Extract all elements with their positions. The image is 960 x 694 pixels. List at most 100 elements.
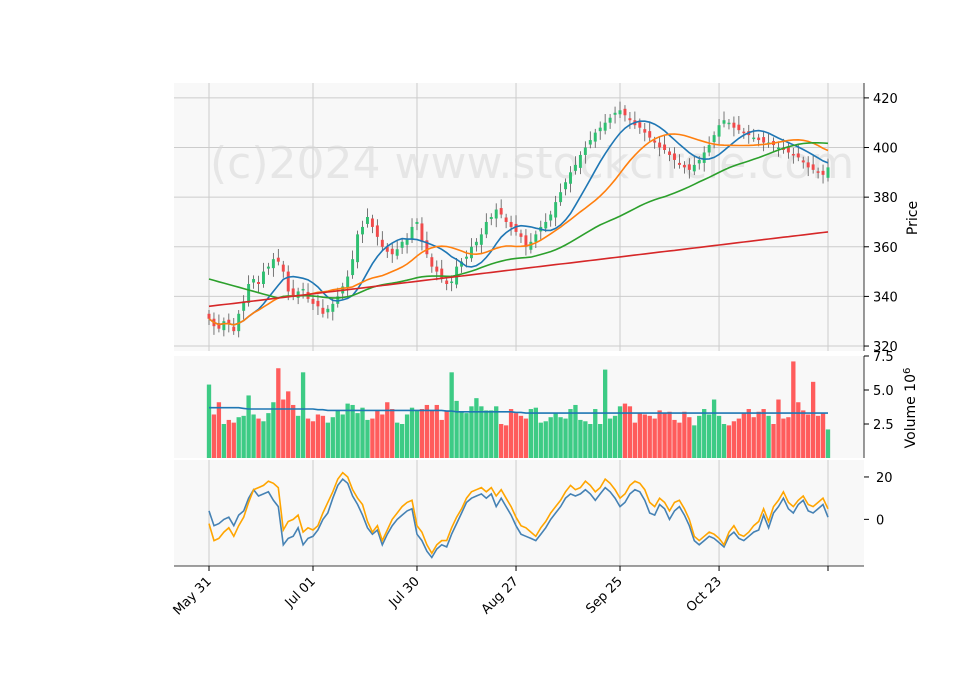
volume-bar-116 xyxy=(781,418,786,458)
candle-body-78 xyxy=(593,132,597,142)
ma50-line xyxy=(208,142,829,299)
candle-body-105 xyxy=(727,122,731,125)
volume-bar-91 xyxy=(657,410,662,458)
volume-bar-62 xyxy=(513,413,519,458)
candle-body-69 xyxy=(549,214,553,221)
volume-bar-22 xyxy=(315,414,321,458)
candle-body-119 xyxy=(796,153,800,158)
candle-body-121 xyxy=(806,162,810,168)
osc-ytick-label-0: 0 xyxy=(876,513,884,528)
volume-bar-101 xyxy=(706,414,712,458)
candle-body-125 xyxy=(826,167,830,178)
candle-body-80 xyxy=(603,122,607,131)
volume-bar-103 xyxy=(716,415,722,458)
ma10-line xyxy=(208,120,829,326)
volume-bar-111 xyxy=(756,411,761,458)
volume-bar-63 xyxy=(518,415,524,458)
candle-body-62 xyxy=(514,223,518,232)
volume-bar-98 xyxy=(692,425,697,458)
volume-bar-87 xyxy=(637,413,642,458)
candle-body-83 xyxy=(618,110,622,115)
candle-body-75 xyxy=(578,154,582,168)
volume-bar-83 xyxy=(617,406,623,458)
volume-bar-27 xyxy=(340,414,345,458)
volume-bar-1 xyxy=(211,414,217,458)
candle-body-21 xyxy=(311,298,315,304)
volume-bar-58 xyxy=(494,406,499,458)
candle-body-73 xyxy=(569,172,572,184)
volume-bar-71 xyxy=(558,417,563,458)
candle-body-4 xyxy=(227,319,231,324)
volume-bar-113 xyxy=(766,415,771,458)
candle-body-47 xyxy=(440,268,444,280)
candle-body-2 xyxy=(217,323,221,329)
candle-body-57 xyxy=(489,217,493,219)
candle-body-66 xyxy=(534,234,538,242)
volume-bar-121 xyxy=(806,414,811,458)
candle-body-93 xyxy=(668,151,672,155)
volume-bar-36 xyxy=(385,402,390,458)
candle-body-9 xyxy=(252,279,256,283)
volume-bar-4 xyxy=(226,419,231,458)
volume-bar-86 xyxy=(632,422,638,458)
volume-bar-115 xyxy=(776,399,781,458)
volume-bar-59 xyxy=(499,424,504,458)
volume-bar-54 xyxy=(474,398,479,458)
volume-bar-66 xyxy=(533,407,538,458)
volume-bar-85 xyxy=(627,406,633,458)
candle-body-98 xyxy=(692,164,696,172)
watermark: (c)2024 www.stockcircle.com xyxy=(210,138,854,189)
candle-body-118 xyxy=(791,153,795,156)
volume-bar-18 xyxy=(295,415,301,458)
candle-body-64 xyxy=(524,235,528,247)
candle-body-32 xyxy=(365,217,369,224)
volume-bar-31 xyxy=(360,407,365,458)
volume-bar-106 xyxy=(731,421,737,458)
volume-bar-38 xyxy=(395,422,400,458)
candle-body-77 xyxy=(588,140,592,145)
candle-body-72 xyxy=(564,182,568,190)
volume-bar-100 xyxy=(702,409,707,458)
candle-body-96 xyxy=(682,164,686,168)
candle-body-36 xyxy=(385,246,389,252)
volume-bar-50 xyxy=(454,400,459,458)
volume-bar-11 xyxy=(261,421,266,458)
volume-bar-23 xyxy=(320,415,326,458)
candle-body-34 xyxy=(375,225,379,237)
volume-bar-28 xyxy=(345,403,350,458)
volume-bar-46 xyxy=(434,404,439,458)
volume-bar-52 xyxy=(464,413,469,458)
volume-bar-95 xyxy=(677,422,682,458)
xtick-label-5: Oct 23 xyxy=(684,574,725,615)
candle-body-104 xyxy=(722,120,726,124)
candle-body-40 xyxy=(405,239,409,245)
xtick-label-3: Aug 27 xyxy=(479,574,522,617)
candle-body-95 xyxy=(677,162,681,165)
candle-body-82 xyxy=(613,112,617,115)
candle-body-29 xyxy=(351,259,355,276)
volume-bar-40 xyxy=(404,414,410,458)
candle-body-103 xyxy=(717,125,721,137)
candle-body-106 xyxy=(732,122,736,128)
volume-bar-76 xyxy=(583,421,588,458)
volume-bar-78 xyxy=(593,409,598,458)
oscillator-line-0 xyxy=(208,477,829,559)
volume-bar-48 xyxy=(444,410,449,458)
volume-bar-68 xyxy=(543,421,548,458)
candle-body-42 xyxy=(415,221,419,224)
volume-bar-64 xyxy=(523,418,529,458)
xtick-label-4: Sep 25 xyxy=(583,574,626,617)
volume-bar-114 xyxy=(771,424,776,458)
candle-body-37 xyxy=(390,248,394,255)
volume-bar-60 xyxy=(503,425,509,458)
volume-bar-96 xyxy=(682,411,687,458)
xtick-label-1: Jul 01 xyxy=(282,574,319,611)
volume-bar-0 xyxy=(206,384,212,458)
candle-body-68 xyxy=(544,221,548,229)
volume-bar-39 xyxy=(399,424,405,458)
candle-body-74 xyxy=(573,164,577,171)
volume-bar-56 xyxy=(484,410,489,458)
candle-body-108 xyxy=(742,131,746,134)
candle-body-76 xyxy=(583,147,587,155)
